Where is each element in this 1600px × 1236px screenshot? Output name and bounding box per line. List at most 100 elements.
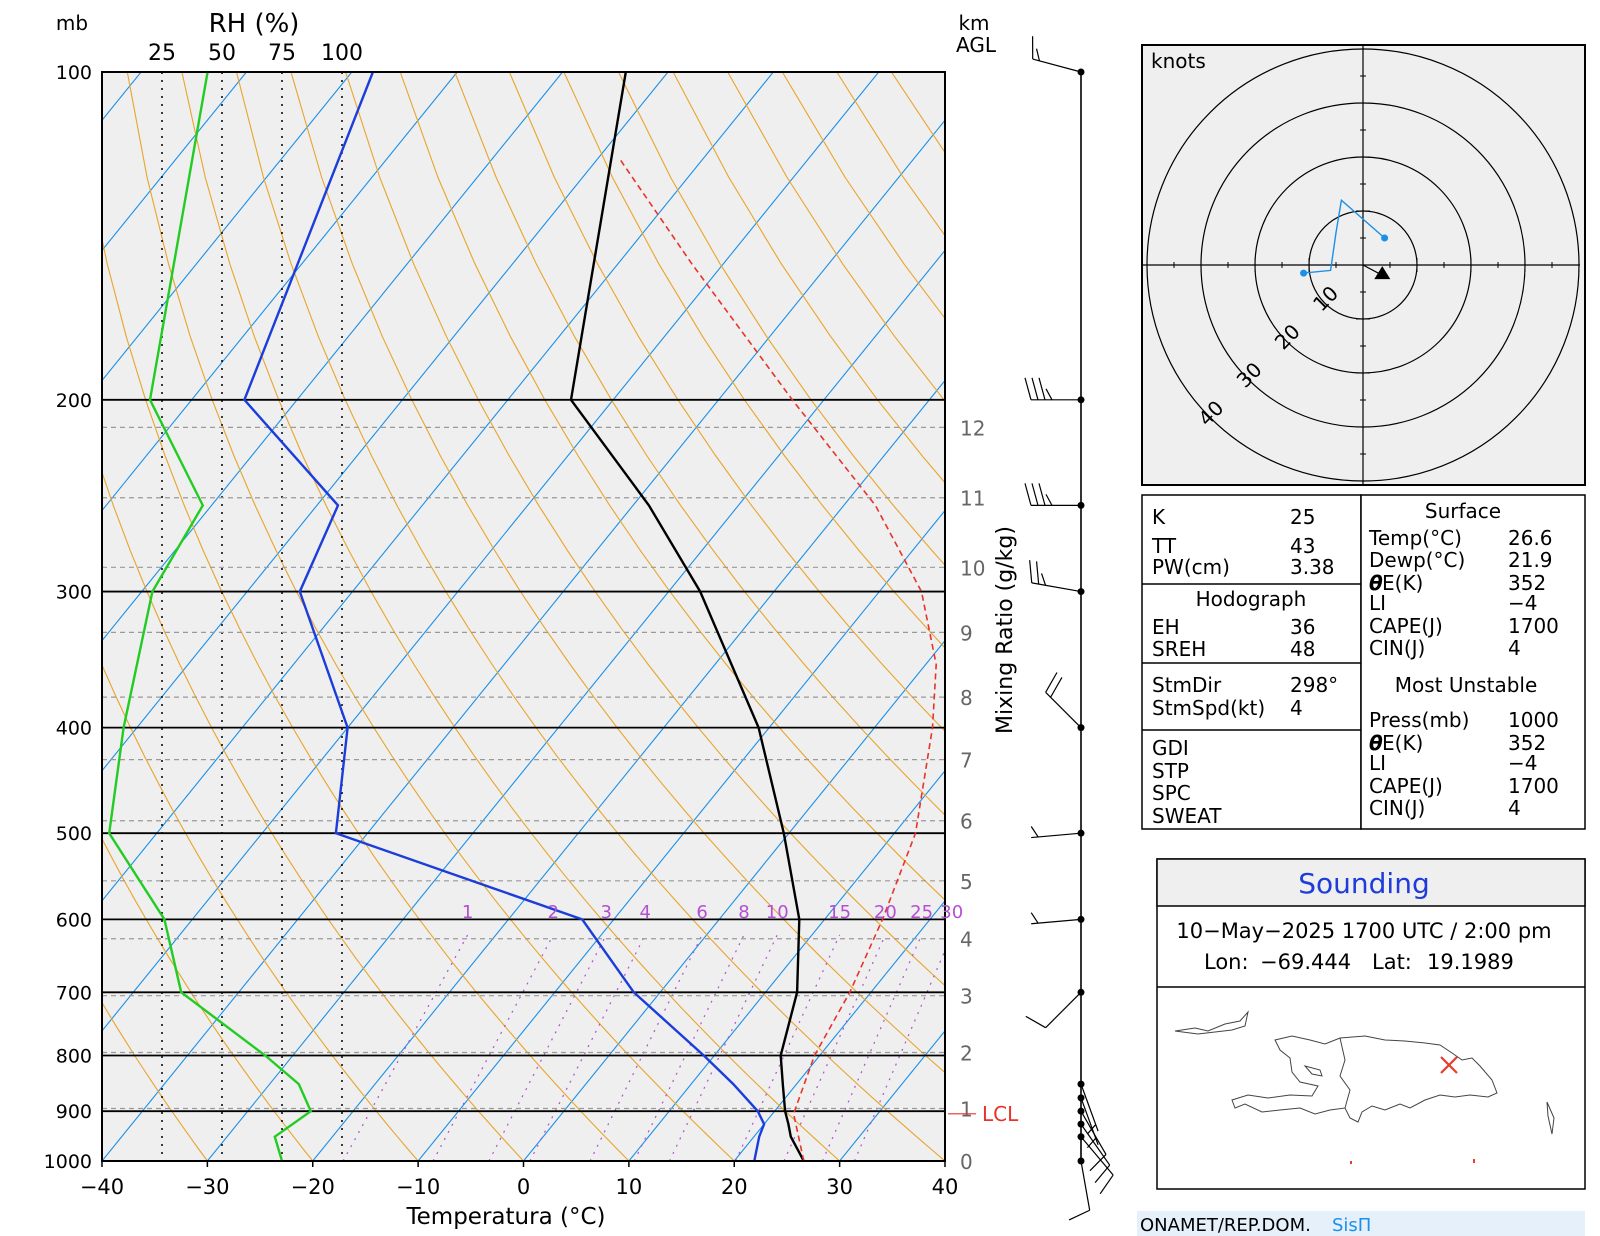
gdi-label: GDI (1152, 736, 1189, 760)
x-tick-label: 10 (616, 1175, 643, 1199)
km-tick-label: 5 (960, 870, 973, 894)
km-tick-label: 4 (960, 928, 973, 952)
pw-value: 3.38 (1290, 555, 1335, 579)
mixing-ratio-lines (342, 934, 945, 1161)
hodograph-endpoint (1300, 269, 1308, 277)
wind-barb-shaft (1045, 691, 1082, 729)
surface-thetae-theta-symbol: θ (1369, 571, 1383, 595)
mixing-ratio-tick-label: 10 (766, 902, 789, 923)
footer-brand: SisΠ (1332, 1215, 1371, 1236)
isotherm-line (523, 639, 945, 1161)
isotherm-lines (102, 72, 945, 1161)
stmdir-value: 298° (1290, 673, 1338, 697)
wind-barb (1030, 912, 1085, 925)
wind-barb-shaft (1031, 582, 1082, 593)
storm-motion-vector (1362, 264, 1381, 275)
dry-adiabat-line (290, 72, 945, 1074)
pressure-tick-label: 600 (56, 909, 92, 931)
km-tick-label: 11 (960, 487, 985, 511)
rh-axis-label: RH (%) (209, 9, 300, 39)
temperature-line (569, 72, 805, 1161)
hodograph-endpoint (1381, 234, 1389, 242)
hodograph-trace (1303, 198, 1386, 274)
hodograph-unit-label: knots (1151, 49, 1206, 73)
stmspd-value: 4 (1290, 696, 1303, 720)
skewt-plot-background (102, 72, 945, 1161)
surface-cape-label: CAPE(J) (1369, 614, 1443, 638)
km-tick-label: 7 (960, 749, 973, 773)
tt-label: TT (1151, 534, 1177, 558)
rh-tick-label: 50 (208, 41, 236, 66)
sreh-value: 48 (1290, 637, 1315, 661)
dry-adiabat-line (102, 837, 314, 1161)
lcl-label: LCL (982, 1102, 1019, 1126)
parcel-line (618, 157, 938, 1161)
eh-label: EH (1152, 615, 1180, 639)
mu-thetae-label: E(K) (1382, 731, 1423, 755)
wind-barb-shaft (1032, 58, 1082, 73)
mixing-ratio-line (633, 934, 745, 1161)
hodograph-ring (1146, 48, 1580, 482)
dry-adiabat-line (345, 72, 945, 987)
wind-barb (1077, 1107, 1107, 1172)
dry-adiabat-line (454, 72, 945, 816)
km-tick-label: 0 (960, 1150, 973, 1174)
relative-humidity-line (107, 72, 313, 1161)
mu-press-label: Press(mb) (1369, 708, 1469, 732)
isotherm-line (102, 72, 774, 902)
dry-adiabat-line (102, 470, 524, 1161)
x-tick-label: −40 (80, 1175, 124, 1199)
mixing-ratio-tick-label: 8 (738, 902, 749, 923)
station-lat-value: 19.1989 (1427, 950, 1514, 974)
wind-barb (1068, 1157, 1091, 1221)
mu-li-label: LI (1369, 751, 1386, 775)
hodograph-ring (1200, 102, 1526, 428)
x-tick-label: −10 (396, 1175, 440, 1199)
dry-adiabat-line (102, 236, 630, 1161)
mu-cape-value: 1700 (1508, 774, 1559, 798)
wind-barb-feather (1030, 912, 1039, 924)
wind-barb-shaft (1031, 832, 1082, 839)
eh-value: 36 (1290, 615, 1315, 639)
wind-barb-feather (1050, 677, 1063, 698)
km-tick-label: 10 (960, 556, 985, 580)
isotherm-line (102, 119, 945, 1161)
wind-barb-feather (1099, 1174, 1114, 1195)
km-tick-label: 1 (960, 1098, 973, 1122)
pressure-tick-label: 100 (56, 62, 92, 84)
wind-barb-feather (1029, 560, 1033, 583)
mixing-ratio-tick-label: 1 (462, 902, 473, 923)
dry-adiabat-line (399, 72, 945, 901)
mixing-ratio-tick-label: 30 (940, 902, 963, 923)
wind-barb (1029, 560, 1085, 596)
indices-table: K 25 TT 43 PW(cm) 3.38 Hodograph EH 36 S… (1141, 494, 1362, 830)
mu-cin-value: 4 (1508, 796, 1521, 820)
wind-barb-shaft (1031, 918, 1082, 925)
isotherm-line (102, 72, 669, 772)
station-location-marker (1440, 1056, 1458, 1074)
hispaniola-location-map (1174, 1010, 1555, 1135)
mixing-ratio-line (821, 934, 923, 1161)
pressure-tick-label: 500 (56, 823, 92, 845)
wind-barb-feather (1068, 1209, 1090, 1221)
pressure-tick-label: 700 (56, 982, 92, 1004)
wind-barb-feather (1038, 377, 1046, 400)
pressure-tick-label: 1000 (44, 1151, 92, 1173)
km-tick-label: 12 (960, 416, 985, 440)
dry-adiabat-line (102, 1001, 208, 1161)
mu-thetae-value: 352 (1508, 731, 1546, 755)
sounding-title: Sounding (1298, 867, 1429, 900)
mixing-ratio-line (342, 934, 469, 1161)
km-tick-label: 2 (960, 1041, 973, 1065)
surface-temp-value: 26.6 (1508, 526, 1553, 550)
wind-barb-feather (1038, 483, 1046, 506)
wind-barb-feather (1030, 826, 1039, 838)
isotherm-line (102, 72, 458, 512)
most-unstable-title: Most Unstable (1395, 673, 1538, 697)
x-tick-label: 0 (517, 1175, 530, 1199)
wind-barb (1025, 988, 1085, 1029)
wind-barb-feather (1035, 48, 1041, 62)
km-axis-label-agl: AGL (956, 33, 997, 57)
pressure-tick-label: 300 (56, 582, 92, 604)
